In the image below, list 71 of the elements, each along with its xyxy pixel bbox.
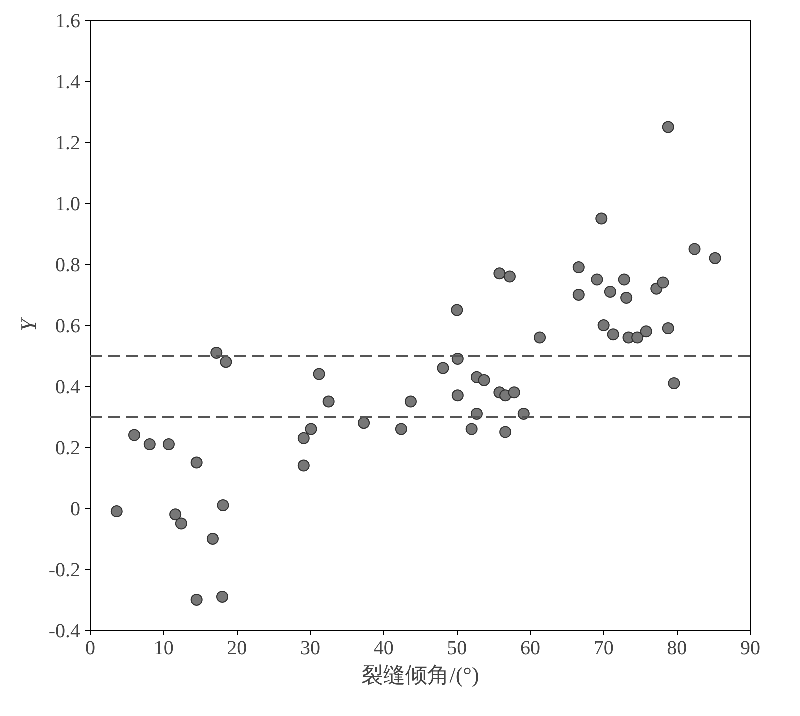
point — [452, 390, 464, 402]
x-tick-label: 20 — [227, 638, 248, 660]
point — [206, 533, 219, 545]
point — [662, 322, 674, 335]
y-tick-label: 1.6 — [56, 10, 80, 32]
x-tick-label: 30 — [300, 638, 320, 660]
y-tick-label: 1.2 — [56, 132, 80, 154]
y-tick-label: -0.4 — [48, 620, 81, 642]
point — [437, 362, 450, 374]
x-tick-label: 90 — [740, 638, 760, 660]
point — [572, 289, 585, 301]
point — [404, 396, 417, 408]
point — [217, 499, 230, 512]
point — [451, 304, 464, 316]
point — [298, 432, 310, 444]
point — [162, 438, 175, 450]
point — [598, 320, 610, 332]
point — [494, 268, 506, 280]
point — [618, 274, 630, 286]
point — [534, 332, 546, 344]
point — [220, 356, 232, 368]
y-tick-label: 0.4 — [56, 376, 80, 398]
x-tick-label: 60 — [520, 638, 540, 660]
point — [596, 212, 608, 225]
point — [604, 286, 616, 298]
y-tick-label: 1.0 — [56, 194, 80, 216]
point — [688, 243, 701, 256]
point — [190, 456, 203, 469]
point — [607, 328, 620, 341]
y-tick-label: -0.2 — [48, 560, 81, 582]
point — [322, 396, 335, 408]
point — [210, 346, 223, 359]
x-tick-label: 40 — [374, 638, 394, 660]
y-tick-label: 0.6 — [56, 316, 80, 338]
point — [313, 368, 326, 380]
point — [216, 590, 228, 603]
x-axis-title: 裂缝倾角/(°) — [362, 662, 480, 688]
point — [395, 423, 408, 436]
point — [358, 417, 370, 430]
point — [305, 423, 318, 436]
point — [591, 274, 604, 286]
point — [620, 292, 633, 304]
point — [640, 326, 652, 338]
y-tick-label: 0.2 — [56, 438, 80, 460]
point — [657, 276, 670, 289]
x-tick-label: 10 — [154, 638, 174, 660]
point — [504, 270, 516, 283]
point — [709, 252, 722, 264]
point — [662, 121, 674, 134]
point — [632, 332, 644, 344]
point — [170, 508, 182, 521]
point — [144, 438, 156, 450]
point — [175, 518, 188, 530]
point — [466, 423, 478, 436]
y-axis-title: Y — [16, 316, 41, 332]
point — [128, 429, 140, 442]
point — [110, 506, 123, 518]
point — [478, 374, 490, 386]
y-tick-label: 0.8 — [56, 254, 80, 276]
x-tick-label: 0 — [86, 638, 96, 660]
x-tick-label: 50 — [447, 638, 468, 660]
point — [298, 460, 310, 472]
x-tick-label: 80 — [667, 638, 688, 660]
y-tick-label: 0 — [70, 498, 80, 520]
x-tick-label: 70 — [594, 638, 614, 660]
point — [500, 426, 512, 438]
point — [572, 262, 585, 274]
y-tick-label: 1.4 — [56, 72, 80, 94]
point — [668, 377, 680, 390]
point — [190, 594, 203, 606]
point — [508, 386, 520, 399]
